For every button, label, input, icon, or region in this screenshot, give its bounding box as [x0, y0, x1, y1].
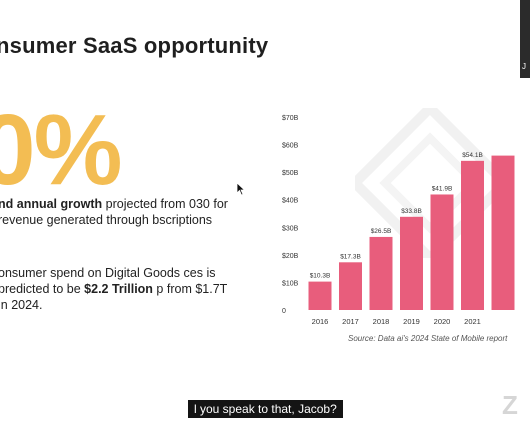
bar-data-label: $54.1B	[462, 152, 483, 159]
growth-percentage: 0%	[0, 94, 123, 206]
chart-bar	[308, 281, 332, 310]
mouse-pointer-icon	[236, 182, 246, 196]
y-tick-label: 0	[282, 308, 286, 315]
growth-description-text: projected from 030 for revenue generated…	[0, 197, 228, 227]
spend-description-suffix: p from $1.7T in 2024.	[0, 282, 228, 312]
bar-data-label: $41.9B	[432, 185, 453, 192]
chart-bar	[461, 160, 484, 310]
zoom-watermark: Z	[502, 390, 518, 420]
spend-description: onsumer spend on Digital Goods ces is pr…	[0, 265, 238, 313]
y-tick-label: $40B	[282, 198, 299, 205]
revenue-bar-chart: 0 $10B $20B $30B $40B $50B $60B $70B $10.3B 2016 $…	[282, 115, 515, 326]
bar-data-label: $33.8B	[401, 208, 422, 215]
x-tick-label: 2016	[312, 317, 329, 326]
y-tick-label: $70B	[282, 115, 299, 122]
chart-bar	[400, 216, 423, 310]
x-tick-label: 2020	[434, 317, 451, 326]
spend-description-prefix: onsumer spend on Digital Goods ces is pr…	[0, 266, 216, 296]
y-tick-label: $10B	[282, 280, 299, 287]
x-tick-label: 2018	[373, 317, 390, 326]
bar-data-label: $26.5B	[371, 228, 392, 235]
growth-description: nd annual growth projected from 030 for …	[0, 196, 238, 228]
watermark-shape	[355, 108, 505, 258]
chart-bar	[339, 262, 362, 310]
spend-description-bold: $2.2 Trillion	[84, 282, 153, 296]
bar-data-label: $17.3B	[340, 253, 361, 260]
chart-bar	[491, 155, 515, 310]
y-tick-label: $60B	[282, 143, 299, 150]
x-tick-label: 2021	[464, 317, 481, 326]
participant-video-thumbnail[interactable]	[520, 0, 530, 78]
chart-bar	[369, 236, 393, 310]
slide-title: nsumer SaaS opportunity	[0, 33, 269, 58]
chart-bar	[430, 194, 454, 310]
growth-description-bold: nd annual growth	[0, 197, 103, 211]
x-tick-label: 2017	[342, 317, 359, 326]
participant-name-label: J	[522, 62, 526, 71]
y-tick-label: $50B	[282, 170, 299, 177]
y-tick-label: $20B	[282, 253, 299, 260]
live-caption: l you speak to that, Jacob?	[188, 400, 343, 418]
presentation-slide: nsumer SaaS opportunity 0% nd annual gro…	[0, 0, 530, 343]
x-tick-label: 2019	[403, 317, 420, 326]
bar-data-label: $10.3B	[310, 273, 331, 280]
chart-source-note: Source: Data ai's 2024 State of Mobile r…	[348, 334, 508, 343]
y-tick-label: $30B	[282, 225, 299, 232]
